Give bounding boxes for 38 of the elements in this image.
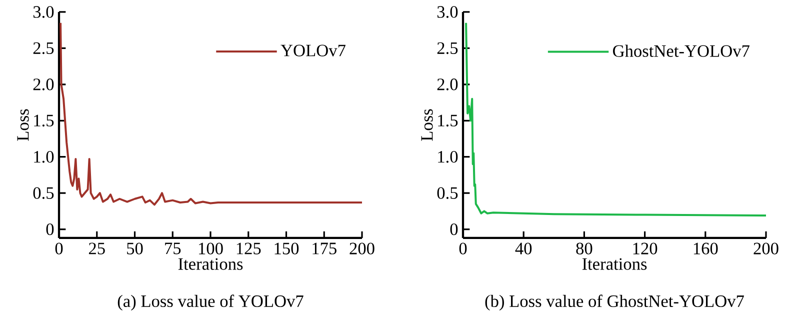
x-tick-label: 125: [236, 242, 261, 254]
text: (b) Loss value of GhostNet-YOLOv7: [485, 294, 744, 311]
y-tick-label: 0.5: [437, 187, 458, 199]
y-tick-label: 1.5: [34, 114, 54, 126]
y-tick-label: 2.0: [33, 78, 54, 90]
text: (a) Loss value of YOLOv7: [118, 294, 304, 311]
x-tick-label: 200: [350, 242, 374, 254]
x-tick-label: 25: [88, 242, 105, 254]
x-tick-label: 0: [55, 242, 63, 254]
x-tick-label: 50: [127, 242, 143, 254]
y-axis-title: Loss: [17, 109, 29, 141]
y-tick-label: 2.0: [437, 78, 458, 90]
y-tick-label: 0: [46, 223, 54, 236]
y-tick-label: 2.5: [33, 42, 54, 54]
y-tick-label: 0: [450, 223, 458, 236]
x-tick-label: 200: [754, 242, 778, 254]
x-tick-label: 100: [199, 242, 223, 254]
x-axis-title: Iterations: [178, 258, 243, 270]
y-tick-label: 0.5: [33, 187, 54, 199]
y-tick-label: 1.0: [438, 150, 458, 163]
legend-label: GhostNet-YOLOv7: [613, 44, 750, 57]
x-tick-label: 40: [515, 242, 532, 254]
x-tick-label: 80: [576, 242, 592, 254]
y-tick-label: 3.0: [33, 6, 54, 18]
x-tick-label: 0: [459, 242, 467, 254]
y-axis-title: Loss: [421, 109, 433, 141]
x-tick-label: 120: [633, 242, 658, 254]
line-series: [465, 22, 767, 217]
x-axis-title: Iterations: [582, 258, 647, 270]
y-tick-label: 1.0: [34, 150, 54, 163]
y-tick-label: 2.5: [437, 42, 458, 54]
legend-label: YOLOv7: [280, 44, 346, 56]
x-tick-label: 175: [312, 242, 336, 254]
y-tick-label: 3.0: [437, 6, 458, 18]
x-tick-label: 75: [165, 242, 181, 254]
x-tick-label: 160: [694, 242, 718, 254]
y-tick-label: 1.5: [438, 114, 458, 126]
x-tick-label: 150: [274, 242, 299, 254]
